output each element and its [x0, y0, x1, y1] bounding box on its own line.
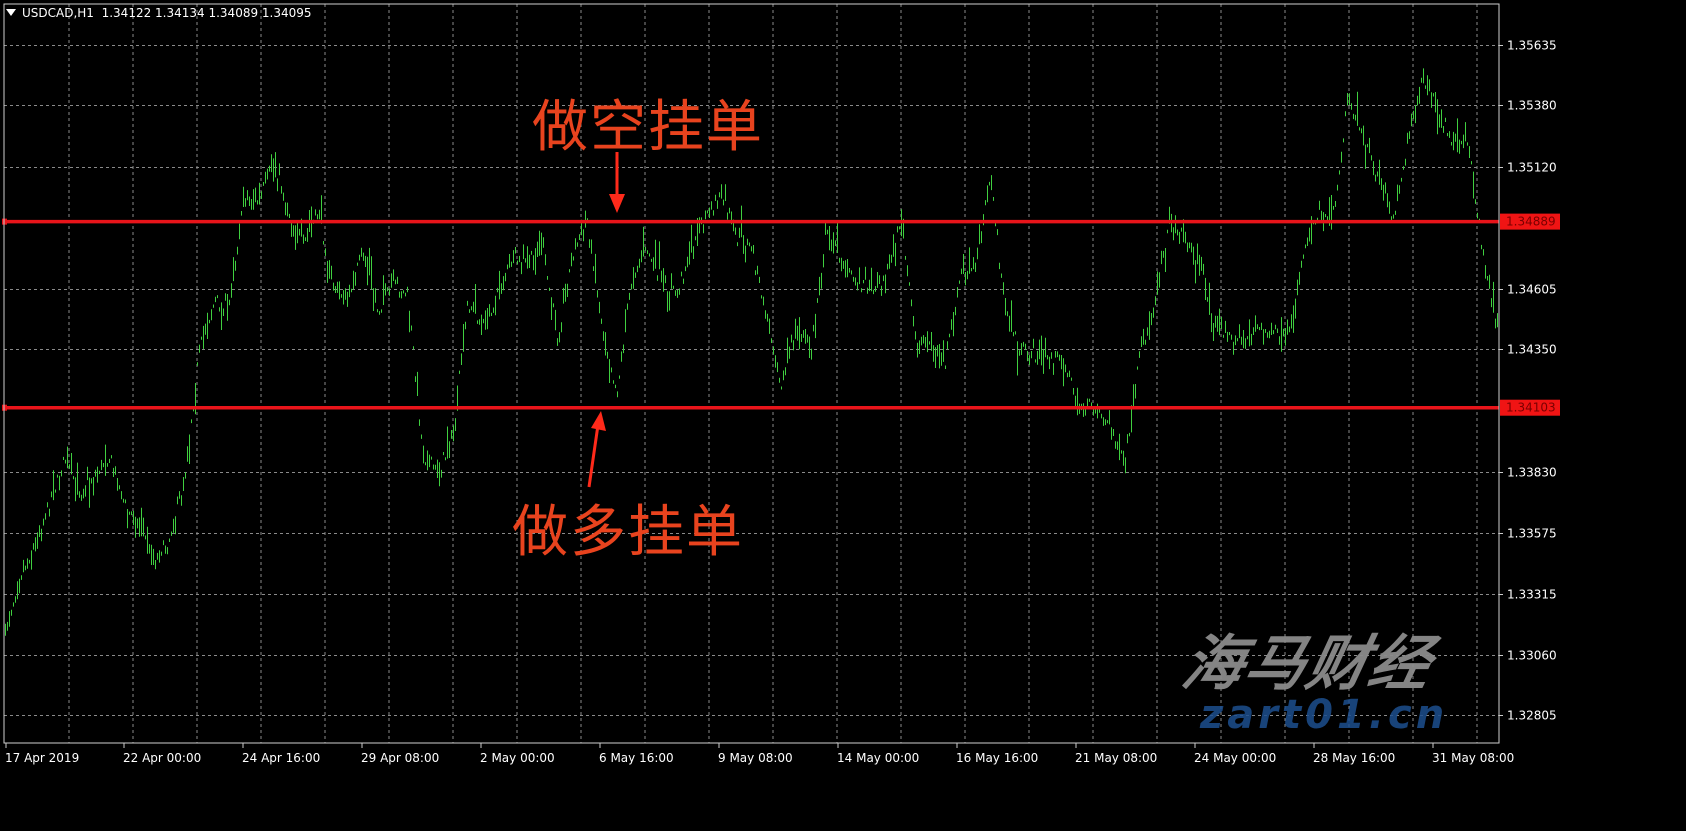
level-price-tag: [1500, 213, 1560, 230]
arrow-up-icon: [587, 411, 606, 488]
plot-frame: [3, 3, 1500, 744]
x-tick-label: 14 May 00:00: [837, 751, 919, 765]
x-tick-label: 17 Apr 2019: [5, 751, 79, 765]
price-axis: 1.35635 1.35380 1.35120 1.34605 1.34350 1.338…: [1499, 39, 1557, 723]
sell-pending-annotation: 做空挂单: [532, 95, 764, 160]
x-tick-label: 16 May 16:00: [956, 751, 1038, 765]
y-tick-label: 1.35120: [1507, 161, 1557, 175]
time-axis: 17 Apr 2019 22 Apr 00:00 24 Apr 16:00 29 Ap…: [5, 743, 1514, 765]
x-tick-label: 29 Apr 08:00: [361, 751, 439, 765]
x-tick-label: 6 May 16:00: [599, 751, 674, 765]
y-tick-label: 1.32805: [1507, 709, 1557, 723]
x-tick-label: 21 May 08:00: [1075, 751, 1157, 765]
x-tick-label: 22 Apr 00:00: [123, 751, 201, 765]
chart-header: USDCAD,H1 1.34122 1.34134 1.34089 1.3409…: [6, 6, 312, 20]
x-tick-label: 24 May 00:00: [1194, 751, 1276, 765]
y-tick-label: 1.33830: [1507, 466, 1557, 480]
y-tick-label: 1.33575: [1507, 527, 1557, 541]
level-price-label: 1.34103: [1506, 401, 1556, 415]
y-tick-label: 1.35380: [1507, 99, 1557, 113]
x-tick-label: 31 May 08:00: [1432, 751, 1514, 765]
watermark-logo: 海马财经: [1176, 629, 1440, 699]
x-tick-label: 28 May 16:00: [1313, 751, 1395, 765]
watermark-site: zart01.cn: [1200, 692, 1449, 738]
y-tick-label: 1.33060: [1507, 649, 1557, 663]
y-tick-label: 1.35635: [1507, 39, 1557, 53]
y-tick-label: 1.33315: [1507, 588, 1557, 602]
y-tick-label: 1.34350: [1507, 343, 1557, 357]
level-lines: 1.34889 1.34103: [2, 213, 1560, 416]
price-bars: [5, 68, 1498, 636]
x-tick-label: 2 May 00:00: [480, 751, 555, 765]
x-tick-label: 9 May 08:00: [718, 751, 793, 765]
x-tick-label: 24 Apr 16:00: [242, 751, 320, 765]
level-price-label: 1.34889: [1506, 215, 1556, 229]
y-tick-label: 1.34605: [1507, 283, 1557, 297]
ohlc-values: 1.34122 1.34134 1.34089 1.34095: [101, 6, 312, 20]
buy-pending-annotation: 做多挂单: [512, 500, 744, 565]
dropdown-triangle-icon[interactable]: [6, 9, 16, 16]
level-price-tag: [1500, 399, 1560, 416]
arrow-down-icon: [609, 152, 625, 213]
symbol-label: USDCAD,H1: [22, 6, 94, 20]
